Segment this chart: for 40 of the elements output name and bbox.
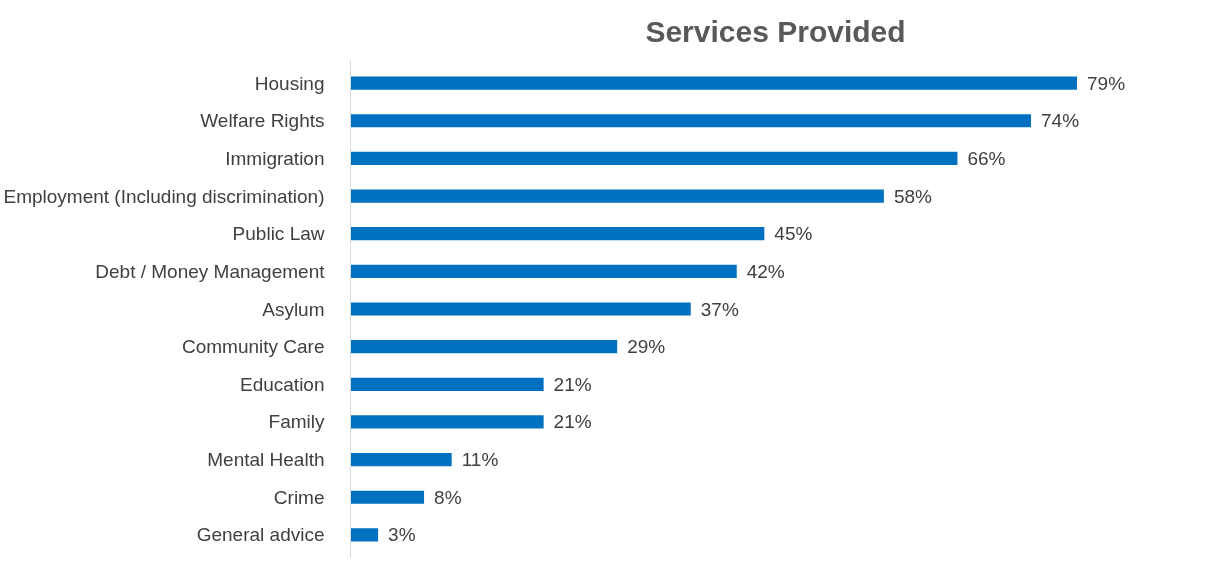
- bar: [350, 490, 425, 504]
- data-label: 66%: [967, 147, 1006, 169]
- y-tick-label: General advice: [196, 524, 325, 546]
- y-tick-label: Housing: [254, 72, 325, 94]
- data-label: 37%: [700, 298, 739, 320]
- bar: [350, 340, 618, 354]
- y-tick-label: Asylum: [262, 298, 325, 320]
- y-tick-label: Employment (Including discrimination): [3, 185, 325, 207]
- y-tick-label: Community Care: [181, 336, 325, 358]
- data-label: 21%: [553, 373, 592, 395]
- y-tick-label: Crime: [273, 486, 325, 508]
- data-label: 11%: [461, 449, 499, 471]
- data-label: 8%: [434, 486, 462, 508]
- chart-title: Services Provided: [645, 15, 906, 48]
- y-tick-label: Public Law: [232, 223, 325, 245]
- bar: [350, 114, 1032, 128]
- bar: [350, 76, 1077, 90]
- bar: [350, 151, 958, 165]
- data-label: 42%: [746, 260, 785, 282]
- bar: [350, 189, 884, 203]
- bar: [350, 528, 379, 542]
- bar: [350, 377, 544, 391]
- data-label: 45%: [774, 223, 813, 245]
- data-label: 21%: [553, 411, 592, 433]
- data-label: 58%: [893, 185, 933, 207]
- data-label: 3%: [388, 524, 416, 546]
- data-label: 74%: [1041, 110, 1080, 132]
- y-tick-label: Debt / Money Management: [95, 260, 326, 282]
- y-tick-label: Mental Health: [207, 449, 325, 471]
- y-tick-label: Family: [268, 411, 325, 433]
- data-label: 79%: [1087, 72, 1126, 94]
- bar: [350, 453, 452, 467]
- bar: [350, 302, 691, 316]
- y-tick-label: Immigration: [225, 147, 325, 169]
- bar: [350, 264, 737, 278]
- y-tick-label: Welfare Rights: [200, 110, 325, 132]
- bar: [350, 227, 765, 241]
- data-label: 29%: [627, 336, 666, 358]
- bar: [350, 415, 544, 429]
- y-tick-label: Education: [239, 373, 325, 395]
